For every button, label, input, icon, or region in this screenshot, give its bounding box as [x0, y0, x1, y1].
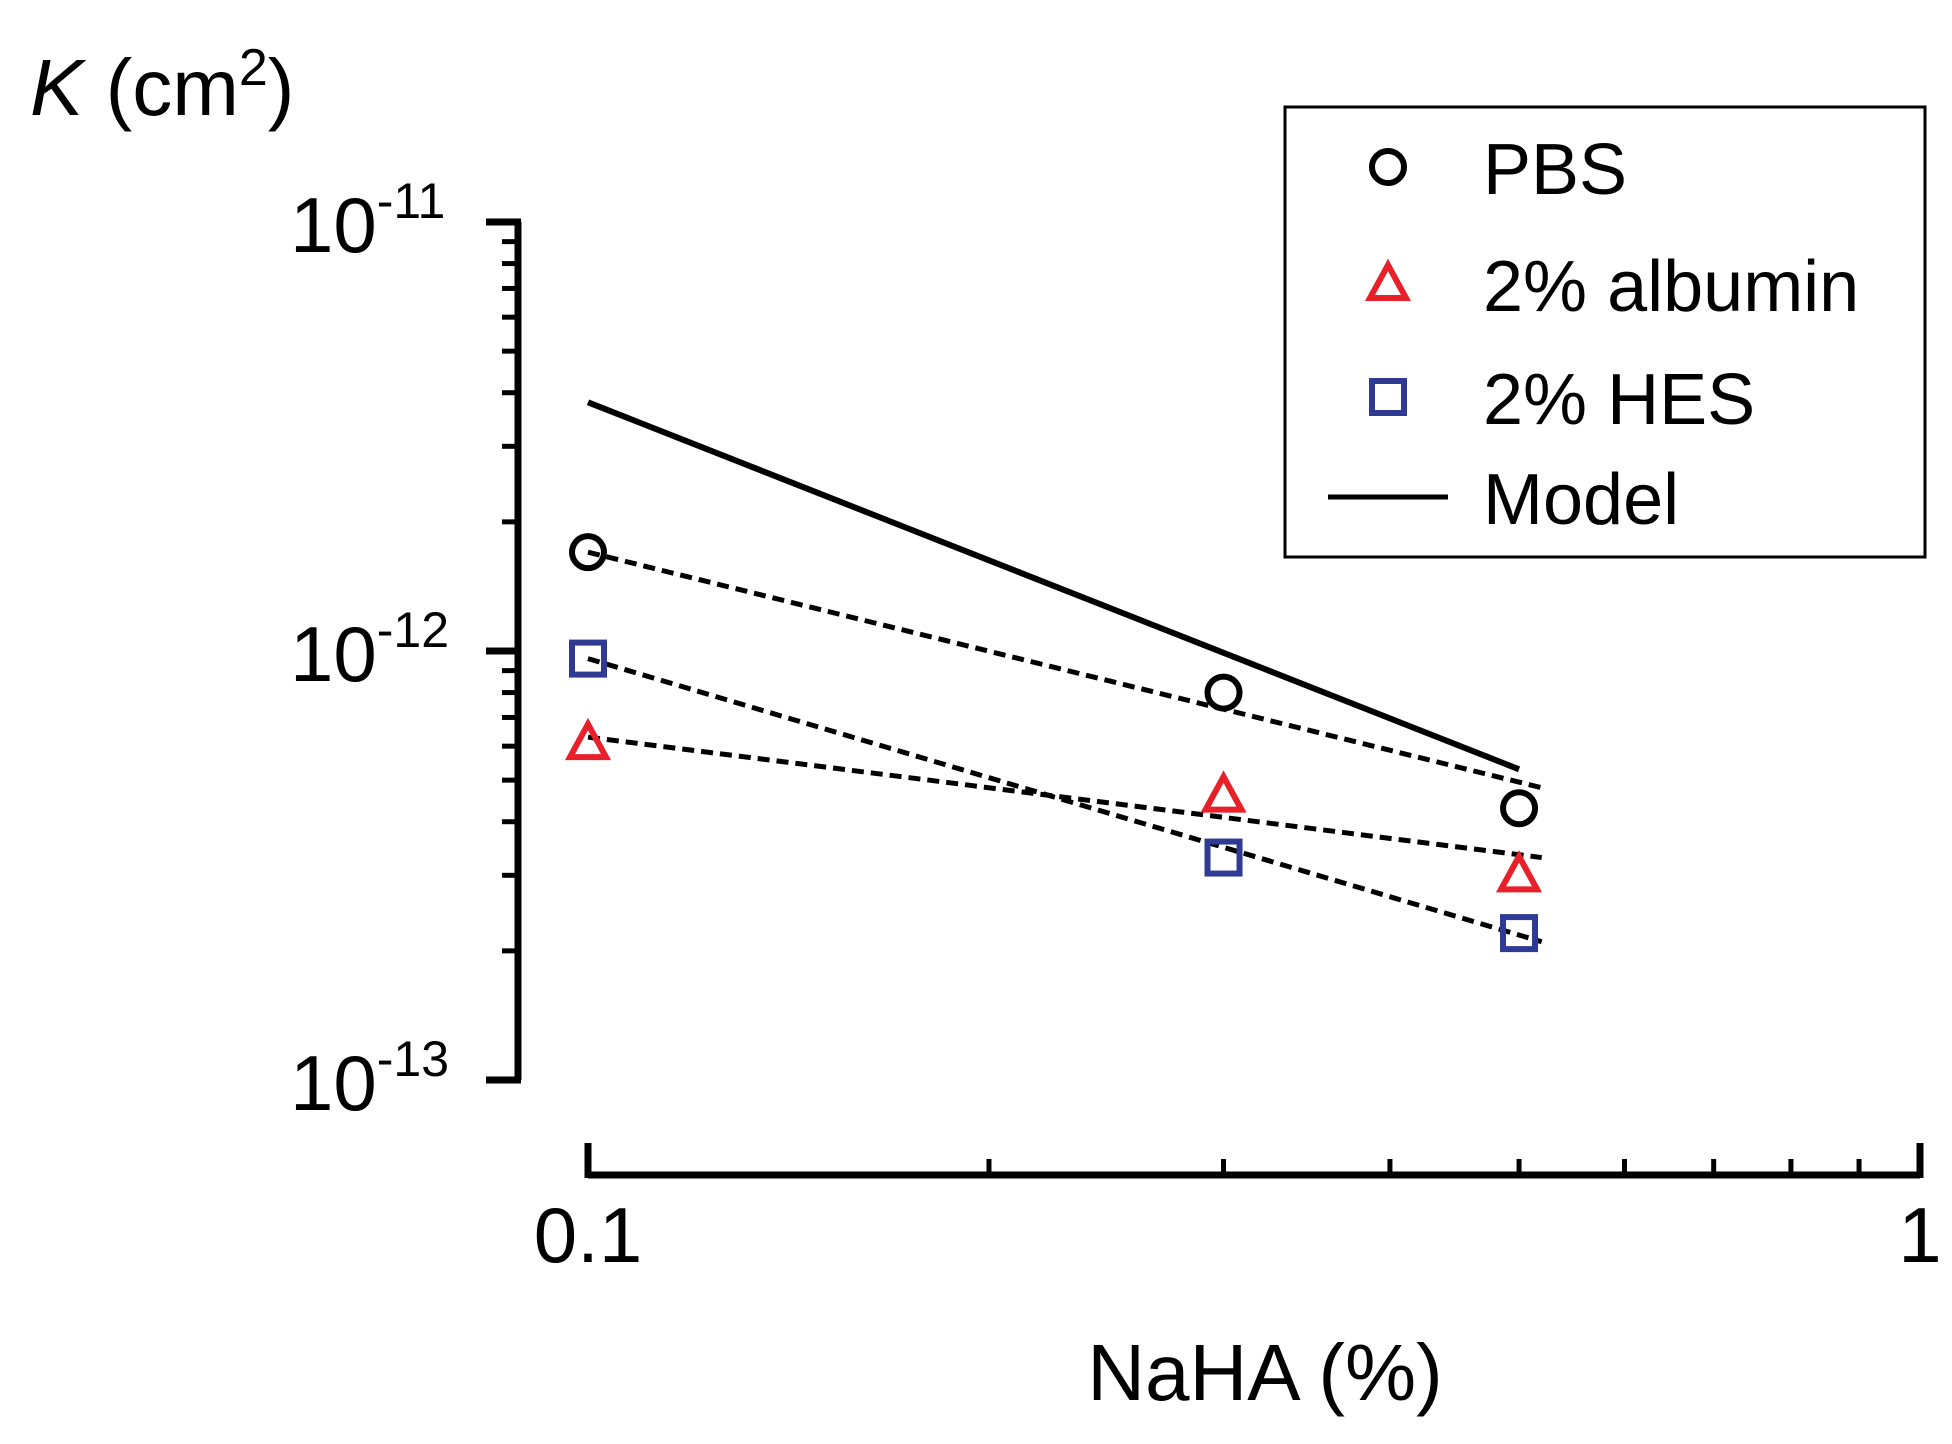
- data-point-2-hes: [1204, 838, 1243, 877]
- y-tick-exponent: -12: [377, 602, 449, 658]
- x-tick-label: 1: [1898, 1191, 1941, 1279]
- data-point-2-albumin: [564, 717, 612, 761]
- y-axis-label-exponent: 2: [239, 39, 268, 97]
- x-axis-label: NaHA (%): [1087, 1328, 1443, 1417]
- y-axis-label: K (cm2): [30, 39, 294, 132]
- plot-area: [564, 399, 1543, 953]
- data-point-pbs: [569, 533, 607, 572]
- data-point-2-hes: [1500, 914, 1539, 953]
- legend-swatch-pbs: [1369, 148, 1407, 186]
- x-axis: 0.1 1: [534, 1143, 1942, 1279]
- data-point-pbs: [1500, 789, 1539, 828]
- y-tick-exponent: -13: [377, 1031, 449, 1087]
- fit-line-pbs: [587, 549, 1543, 791]
- data-point-pbs: [1204, 673, 1243, 712]
- data-point-2-albumin: [1200, 770, 1247, 813]
- data-point-2-albumin: [1495, 850, 1543, 893]
- fit-line-2-hes: [587, 656, 1543, 945]
- legend-label-pbs: PBS: [1483, 130, 1627, 210]
- legend-label-2-albumin: 2% albumin: [1483, 247, 1859, 327]
- y-tick-base: 10: [290, 1039, 377, 1127]
- series-line-model: [586, 399, 1521, 773]
- y-axis-label-unit: (cm: [106, 43, 239, 132]
- y-tick-exponent: -11: [377, 173, 446, 229]
- legend-swatch-2-hes: [1369, 378, 1407, 416]
- legend-label-2-hes: 2% HES: [1483, 360, 1755, 440]
- y-tick-label: 10-11: [290, 173, 445, 269]
- y-tick-base: 10: [290, 181, 377, 269]
- legend-swatch-2-albumin: [1364, 258, 1412, 301]
- y-axis-label-symbol: K: [30, 43, 87, 132]
- y-axis-label-close: ): [268, 43, 295, 132]
- fit-line-2-albumin: [587, 734, 1543, 861]
- data-point-2-hes: [569, 639, 607, 678]
- y-tick-label: 10-13: [290, 1031, 449, 1127]
- legend: PBS 2% albumin 2% HES Model: [1283, 105, 1927, 559]
- y-tick-base: 10: [290, 610, 377, 698]
- y-tick-label: 10-12: [290, 602, 449, 698]
- x-tick-label: 0.1: [534, 1191, 642, 1279]
- legend-label-model: Model: [1483, 460, 1679, 540]
